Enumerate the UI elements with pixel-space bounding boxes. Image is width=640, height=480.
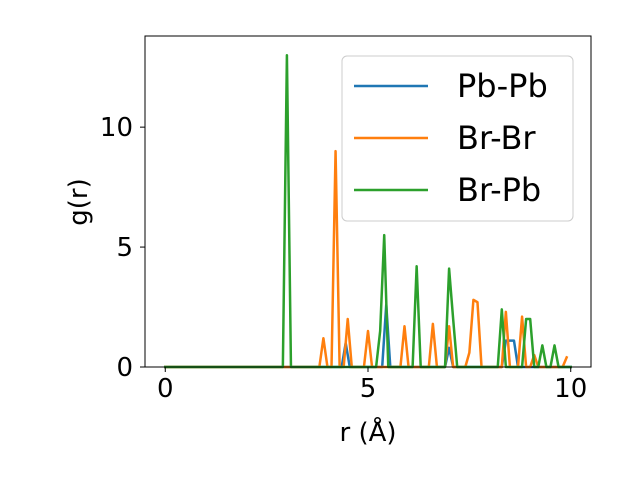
- y-axis-label: g(r): [64, 178, 94, 225]
- x-tick-label: 5: [360, 374, 377, 404]
- y-tick-label: 5: [116, 233, 133, 263]
- x-axis-ticks: 0 5 10: [157, 367, 587, 404]
- y-axis-ticks: 0 5 10: [100, 113, 145, 383]
- x-axis-label: r (Å): [339, 416, 396, 448]
- y-tick-label: 10: [100, 113, 133, 143]
- legend: Pb-Pb Br-Br Br-Pb: [341, 55, 574, 222]
- legend-label-pb-pb: Pb-Pb: [457, 67, 548, 105]
- legend-label-br-br: Br-Br: [457, 119, 536, 157]
- legend-box: [341, 55, 574, 222]
- legend-label-br-pb: Br-Pb: [457, 171, 541, 209]
- x-tick-label: 10: [554, 374, 587, 404]
- y-tick-label: 0: [116, 353, 133, 383]
- x-tick-label: 0: [157, 374, 174, 404]
- series-line-br-pb: [164, 53, 572, 369]
